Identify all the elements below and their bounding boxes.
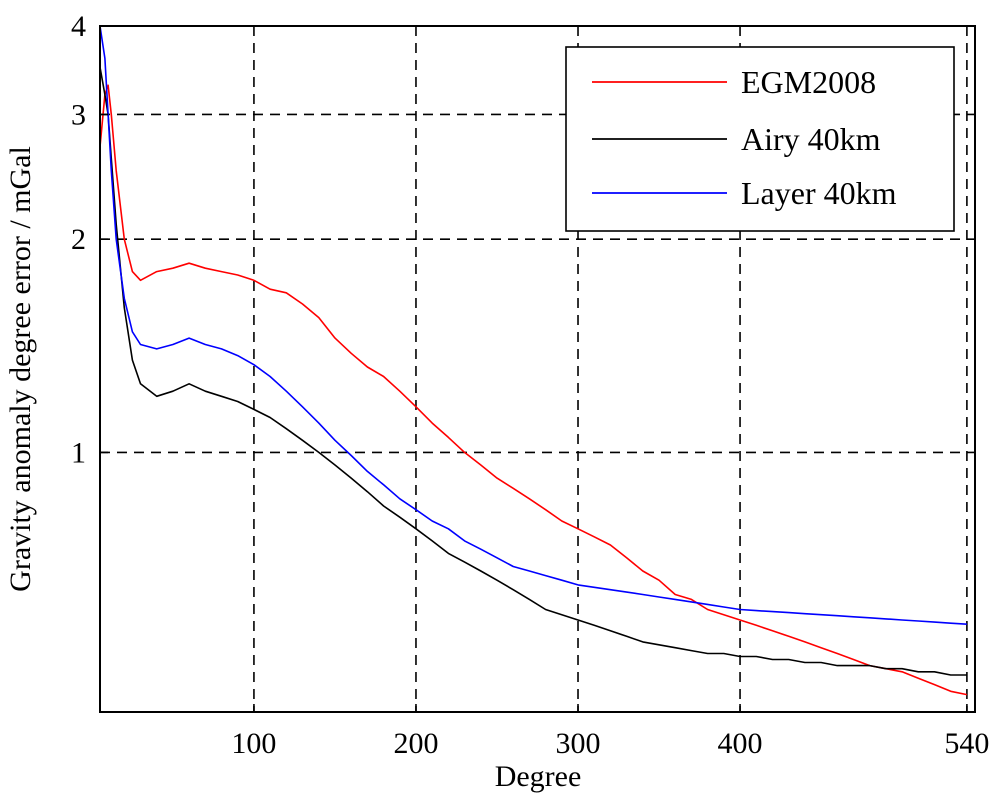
legend-label-layer: Layer 40km — [741, 175, 897, 211]
x-tick-label-200: 200 — [393, 727, 438, 760]
x-tick-label-540: 540 — [944, 727, 989, 760]
x-tick-label-100: 100 — [231, 727, 276, 760]
y-tick-label-1: 1 — [71, 436, 86, 469]
series-layer — [99, 25, 968, 696]
y-tick-label-2: 2 — [71, 223, 86, 256]
y-tick-label-3: 3 — [71, 98, 86, 131]
x-tick-label-400: 400 — [718, 727, 763, 760]
legend-label-egm2008: EGM2008 — [741, 64, 876, 100]
series-line-airy-40km — [99, 66, 967, 676]
x-axis-title: Degree — [495, 760, 582, 793]
legend: EGM2008 Airy 40km Layer 40km — [565, 46, 955, 232]
series-line-layer-40km — [99, 25, 967, 625]
plot-frame — [99, 25, 976, 713]
legend-label-airy: Airy 40km — [741, 121, 881, 157]
series-line-egm2008 — [99, 84, 968, 696]
x-tick-label-300: 300 — [556, 727, 601, 760]
y-tick-label-4: 4 — [71, 10, 86, 43]
grid-layer — [100, 26, 975, 712]
tick-layer: 100 200 300 400 540 1 2 3 4 — [71, 10, 989, 760]
y-axis-title: Gravity anomaly degree error / mGal — [4, 146, 37, 592]
